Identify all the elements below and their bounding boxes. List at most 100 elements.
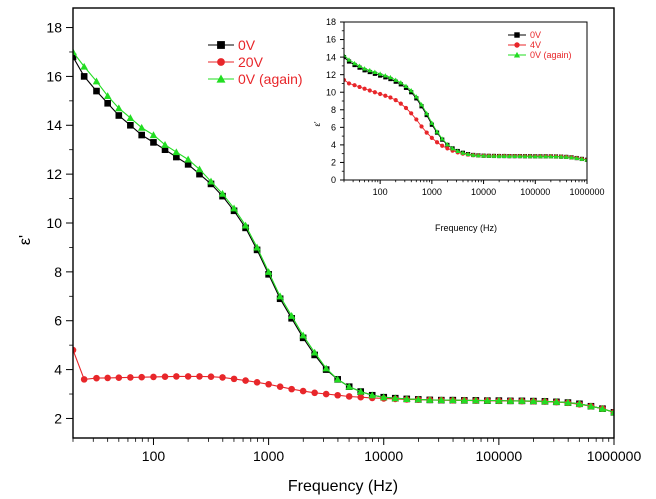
inset-y-tick-label: 12 [326, 70, 336, 80]
main-x-axis-label: Frequency (Hz) [288, 478, 398, 495]
inset-chart: 100 1000 10000 100000 1000000 0 2 4 6 8 10 12 14 16 18… [313, 17, 605, 233]
inset-point-0v-again [388, 74, 393, 80]
inset-point-0v-again [352, 60, 357, 66]
inset-point-4v [409, 111, 414, 116]
main-point-0v-again [299, 331, 307, 339]
inset-point-4v [388, 95, 393, 100]
main-point-0v-again [529, 397, 538, 405]
inset-point-0v-again [444, 142, 450, 147]
main-point-0v-again [552, 398, 561, 405]
main-point-0v-again [598, 404, 607, 412]
main-point-20v [73, 346, 77, 354]
main-point-0v [196, 170, 203, 178]
main-chart: 100 1000 10000 100000 100000024681012141618 … [17, 7, 641, 495]
main-point-0v-again [218, 189, 227, 197]
inset-y-axis-label: ε' [313, 121, 322, 127]
inset-legend-label-4v: 4V [530, 40, 541, 50]
inset-legend-marker-0v [514, 32, 520, 38]
main-point-0v-again [241, 221, 250, 229]
main-point-0v-again [310, 348, 319, 356]
main-point-0v-again [483, 396, 492, 404]
inset-point-0v-again [434, 129, 440, 134]
inset-legend-marker-0v-again [513, 51, 521, 58]
main-point-20v [311, 389, 318, 397]
inset-point-0v-again [362, 66, 367, 71]
inset-point-0v-again [481, 153, 486, 158]
inset-legend-label-0v: 0V [530, 30, 541, 40]
inset-point-0v-again [491, 153, 497, 158]
main-point-0v-again [587, 402, 595, 410]
main-point-20v [173, 373, 180, 380]
inset-point-0v-again [408, 88, 414, 93]
main-point-20v [207, 373, 215, 380]
inset-point-4v [352, 83, 357, 88]
main-point-0v-again [472, 396, 480, 404]
main-legend-marker-20v [217, 58, 225, 66]
inset-point-0v-again [470, 152, 476, 157]
inset-y-tick-label: 16 [326, 35, 336, 45]
main-point-0v-again [506, 397, 515, 404]
main-point-0v-again [575, 400, 584, 407]
main-point-0v-again [207, 177, 215, 185]
inset-point-4v [367, 88, 372, 93]
main-legend-label-0v: 0V [238, 37, 256, 53]
main-point-0v [115, 112, 123, 119]
inset-point-0v-again [413, 94, 419, 99]
main-point-0v-again [379, 393, 388, 401]
main-legend-label-20v: 20V [238, 54, 264, 70]
inset-point-0v-again [543, 153, 549, 159]
inset-point-4v [419, 124, 424, 129]
inset-point-4v [440, 143, 445, 148]
inset-point-0v-again [372, 69, 378, 74]
inset-point-0v-again [419, 102, 424, 107]
main-point-20v [334, 391, 341, 399]
main-point-0v [80, 73, 88, 80]
inset-point-0v-again [455, 148, 461, 153]
main-point-0v-again [253, 243, 261, 251]
inset-point-0v-again [357, 63, 362, 68]
main-point-0v-again [460, 396, 469, 404]
inset-point-0v-again [522, 153, 528, 159]
inset-point-4v [346, 81, 352, 86]
main-point-0v [104, 99, 111, 107]
inset-point-0v-again [377, 71, 383, 76]
inset-y-tick-label: 18 [326, 17, 336, 27]
main-point-20v [288, 385, 295, 393]
main-point-0v [138, 131, 145, 139]
inset-point-0v-again [367, 67, 373, 73]
main-point-20v [322, 390, 330, 398]
inset-point-0v-again [393, 77, 399, 82]
main-point-0v-again [115, 104, 123, 112]
inset-legend-label-0v-again: 0V (again) [530, 50, 572, 60]
main-point-0v [73, 53, 77, 61]
main-point-0v [173, 153, 180, 161]
inset-y-tick-label: 4 [331, 140, 336, 150]
inset-point-4v [398, 101, 403, 106]
main-point-0v [93, 87, 100, 95]
inset-point-0v-again [579, 156, 585, 161]
main-point-20v [150, 373, 157, 381]
inset-point-4v [445, 146, 450, 151]
main-point-20v [138, 373, 145, 381]
inset-point-0v-again [403, 83, 409, 89]
main-point-0v-again [425, 396, 434, 403]
main-point-0v-again [322, 364, 330, 372]
main-point-0v-again [449, 396, 457, 404]
main-y-tick-label: 12 [46, 166, 62, 182]
main-point-0v-again [126, 114, 135, 121]
main-point-0v-again [149, 131, 158, 139]
main-point-20v [80, 376, 88, 383]
inset-point-4v [362, 86, 367, 91]
main-point-20v [345, 393, 353, 400]
main-point-20v [104, 374, 111, 382]
inset-point-0v-again [563, 154, 569, 159]
main-x-tick-label: 10000 [364, 448, 403, 464]
main-y-tick-label: 4 [54, 361, 62, 377]
inset-point-0v-again [553, 154, 559, 159]
main-point-0v-again [80, 62, 88, 70]
inset-plot-area [344, 52, 587, 162]
main-point-0v-again [345, 382, 353, 390]
inset-point-0v-again [475, 153, 481, 158]
